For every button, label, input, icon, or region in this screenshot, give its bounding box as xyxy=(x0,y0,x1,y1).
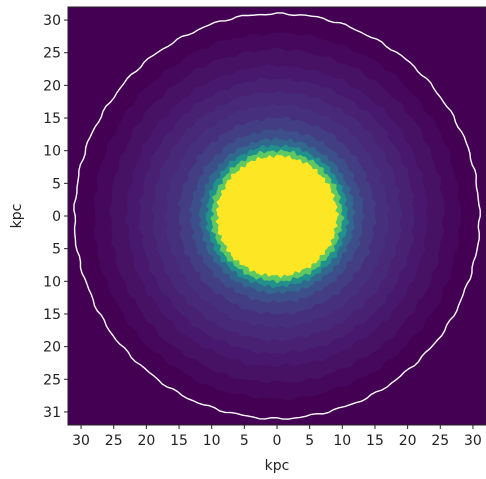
y-tick-label: 5 xyxy=(52,176,61,192)
y-axis-ticks: 31 25 20 15 10 5 0 5 10 15 20 25 30 xyxy=(43,13,68,421)
y-tick-label: 10 xyxy=(43,144,61,160)
x-tick-label: 25 xyxy=(431,433,449,449)
y-tick-label: 20 xyxy=(43,78,61,94)
x-tick-label: 30 xyxy=(72,433,90,449)
y-tick-label: 20 xyxy=(43,340,61,356)
y-tick-label: 31 xyxy=(43,405,61,421)
x-tick-label: 0 xyxy=(273,433,282,449)
x-tick-label: 10 xyxy=(333,433,351,449)
y-tick-label: 25 xyxy=(43,46,61,62)
x-tick-label: 20 xyxy=(137,433,155,449)
y-tick-label: 0 xyxy=(52,209,61,225)
x-tick-label: 10 xyxy=(203,433,221,449)
x-axis-ticks: 30 25 20 15 10 5 0 5 10 15 20 25 30 xyxy=(72,425,482,449)
x-tick-label: 25 xyxy=(105,433,123,449)
y-tick-label: 5 xyxy=(52,242,61,258)
x-tick-label: 30 xyxy=(464,433,482,449)
contour-fill-group xyxy=(73,12,482,421)
x-tick-label: 15 xyxy=(366,433,384,449)
y-tick-label: 10 xyxy=(43,274,61,290)
y-tick-label: 15 xyxy=(43,111,61,127)
y-tick-label: 30 xyxy=(43,13,61,29)
outer-contour-line xyxy=(73,12,481,420)
x-axis-label: kpc xyxy=(265,458,290,474)
x-tick-label: 20 xyxy=(399,433,417,449)
contour-level-13 xyxy=(215,154,340,278)
y-tick-label: 25 xyxy=(43,372,61,388)
y-axis-label: kpc xyxy=(9,204,25,229)
y-tick-label: 15 xyxy=(43,307,61,323)
x-tick-label: 5 xyxy=(305,433,314,449)
x-tick-label: 5 xyxy=(240,433,249,449)
x-tick-label: 15 xyxy=(170,433,188,449)
